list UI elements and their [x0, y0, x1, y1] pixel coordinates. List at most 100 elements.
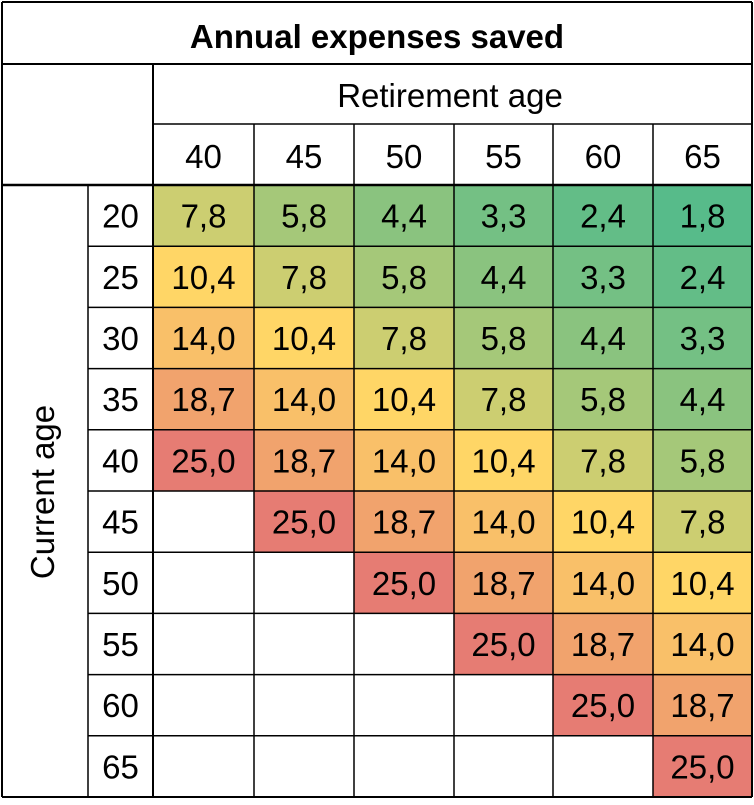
heatmap-cell: [254, 429, 354, 491]
cell-value-label: 4,4: [481, 259, 527, 296]
row-header-label: 65: [102, 748, 139, 785]
heatmap-cell: [553, 735, 653, 797]
heatmap-cell: [354, 735, 454, 797]
cell-value-label: 14,0: [670, 626, 734, 663]
heatmap-cell: [254, 246, 354, 308]
cell-value-label: 25,0: [471, 626, 535, 663]
cell-value-label: 14,0: [171, 320, 235, 357]
cell-value-label: 10,4: [670, 565, 734, 602]
cell-value-label: 7,8: [680, 504, 726, 541]
heatmap-cell: [254, 674, 354, 736]
cell-value-label: 10,4: [372, 381, 436, 418]
cell-value-label: 7,8: [281, 259, 327, 296]
heatmap-cell: [354, 429, 454, 491]
cell-value-label: 25,0: [171, 442, 235, 479]
heatmap-cell: [454, 368, 553, 430]
chart-title: Annual expenses saved: [190, 18, 564, 55]
heatmap-cell: [254, 552, 354, 614]
cell-value-label: 2,4: [580, 198, 626, 235]
heatmap-cell: [454, 185, 553, 247]
cell-value-label: 14,0: [471, 504, 535, 541]
cell-value-label: 18,7: [272, 442, 336, 479]
heatmap-cell: [254, 613, 354, 675]
column-header-label: 50: [386, 138, 423, 175]
heatmap-cell: [454, 735, 553, 797]
cell-value-label: 4,4: [680, 381, 726, 418]
cell-value-label: 7,8: [580, 442, 626, 479]
heatmap-cell: [454, 307, 553, 369]
cell-value-label: 3,3: [481, 198, 527, 235]
cell-value-label: 4,4: [381, 198, 427, 235]
row-header-label: 25: [102, 259, 139, 296]
heatmap-cell: [454, 246, 553, 308]
cell-value-label: 4,4: [580, 320, 626, 357]
heatmap-cell: [553, 368, 653, 430]
heatmap-cell: [354, 613, 454, 675]
heatmap-cell: [354, 674, 454, 736]
heatmap-cell: [354, 368, 454, 430]
heatmap-cell: [153, 307, 254, 369]
cell-value-label: 10,4: [471, 442, 535, 479]
heatmap-cell: [153, 246, 254, 308]
column-header-label: 45: [286, 138, 323, 175]
cell-value-label: 14,0: [571, 565, 635, 602]
cell-value-label: 18,7: [670, 687, 734, 724]
cell-value-label: 18,7: [471, 565, 535, 602]
heatmap-cell: [354, 552, 454, 614]
heatmap-cell: [653, 185, 752, 247]
heatmap-cell: [553, 185, 653, 247]
row-header-label: 40: [102, 442, 139, 479]
heatmap-cell: [153, 613, 254, 675]
column-header-label: 55: [485, 138, 522, 175]
heatmap-cell: [454, 491, 553, 553]
cell-value-label: 7,8: [481, 381, 527, 418]
row-header-label: 50: [102, 565, 139, 602]
cell-value-label: 2,4: [680, 259, 726, 296]
heatmap-cell: [553, 307, 653, 369]
heatmap-cell: [653, 613, 752, 675]
cell-value-label: 18,7: [571, 626, 635, 663]
heatmap-cell: [653, 368, 752, 430]
heatmap-cell: [653, 674, 752, 736]
heatmap-cell: [153, 185, 254, 247]
row-header-label: 60: [102, 687, 139, 724]
cell-value-label: 10,4: [272, 320, 336, 357]
heatmap-cell: [254, 368, 354, 430]
heatmap-cell: [454, 613, 553, 675]
heatmap-cell: [354, 246, 454, 308]
cell-value-label: 25,0: [670, 748, 734, 785]
cell-value-label: 14,0: [372, 442, 436, 479]
heatmap-cell: [153, 552, 254, 614]
row-header-label: 35: [102, 381, 139, 418]
cell-value-label: 10,4: [171, 259, 235, 296]
heatmap-cell: [354, 307, 454, 369]
cell-value-label: 7,8: [381, 320, 427, 357]
heatmap-cell: [553, 613, 653, 675]
heatmap-cell: [354, 491, 454, 553]
cell-value-label: 5,8: [281, 198, 327, 235]
cell-value-label: 7,8: [181, 198, 227, 235]
heatmap-cell: [454, 429, 553, 491]
column-header-label: 60: [585, 138, 622, 175]
column-header-label: 65: [684, 138, 721, 175]
heatmap-cell: [653, 307, 752, 369]
cell-value-label: 5,8: [381, 259, 427, 296]
column-axis-label: Retirement age: [337, 77, 563, 114]
cell-value-label: 25,0: [372, 565, 436, 602]
row-header-label: 20: [102, 198, 139, 235]
heatmap-cell: [653, 735, 752, 797]
cell-value-label: 10,4: [571, 504, 635, 541]
heatmap-cell: [254, 185, 354, 247]
heatmap-cell: [254, 735, 354, 797]
cell-value-label: 5,8: [580, 381, 626, 418]
row-header-label: 45: [102, 504, 139, 541]
heatmap-cell: [454, 674, 553, 736]
column-header-label: 40: [185, 138, 222, 175]
cell-value-label: 5,8: [680, 442, 726, 479]
cell-value-label: 25,0: [272, 504, 336, 541]
heatmap-cell: [553, 552, 653, 614]
cell-value-label: 1,8: [680, 198, 726, 235]
heatmap-cell: [553, 429, 653, 491]
heatmap-cell: [653, 246, 752, 308]
